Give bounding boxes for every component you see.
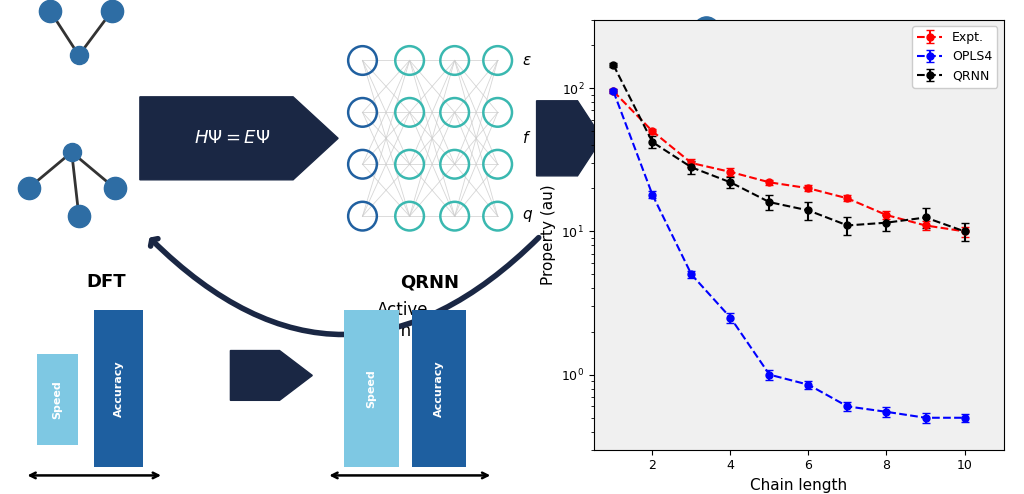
Circle shape bbox=[636, 103, 670, 150]
FancyArrow shape bbox=[230, 351, 312, 400]
X-axis label: Chain length: Chain length bbox=[751, 478, 847, 493]
Text: Speed: Speed bbox=[52, 380, 62, 419]
FancyArrowPatch shape bbox=[151, 238, 539, 334]
Y-axis label: Property (au): Property (au) bbox=[541, 184, 556, 285]
FancyBboxPatch shape bbox=[94, 310, 143, 467]
Circle shape bbox=[720, 199, 754, 246]
Text: $H\Psi = E\Psi$: $H\Psi = E\Psi$ bbox=[195, 129, 270, 147]
FancyBboxPatch shape bbox=[344, 310, 398, 467]
Text: Accuracy: Accuracy bbox=[114, 360, 124, 417]
Text: Speed: Speed bbox=[367, 369, 377, 408]
FancyBboxPatch shape bbox=[37, 354, 78, 445]
Text: $f$: $f$ bbox=[522, 130, 531, 146]
Text: DFT: DFT bbox=[87, 273, 126, 291]
Text: QRNN: QRNN bbox=[400, 273, 460, 291]
Text: $q$: $q$ bbox=[522, 208, 534, 224]
FancyArrow shape bbox=[537, 101, 602, 176]
Legend: Expt., OPLS4, QRNN: Expt., OPLS4, QRNN bbox=[912, 26, 997, 87]
Text: Active
learning: Active learning bbox=[370, 301, 437, 339]
FancyArrow shape bbox=[140, 97, 338, 180]
Text: Accuracy: Accuracy bbox=[434, 360, 444, 417]
FancyBboxPatch shape bbox=[412, 310, 466, 467]
Circle shape bbox=[690, 17, 723, 64]
Circle shape bbox=[659, 199, 693, 246]
Circle shape bbox=[754, 134, 787, 180]
Text: $\varepsilon$: $\varepsilon$ bbox=[522, 53, 531, 68]
Circle shape bbox=[743, 59, 777, 106]
